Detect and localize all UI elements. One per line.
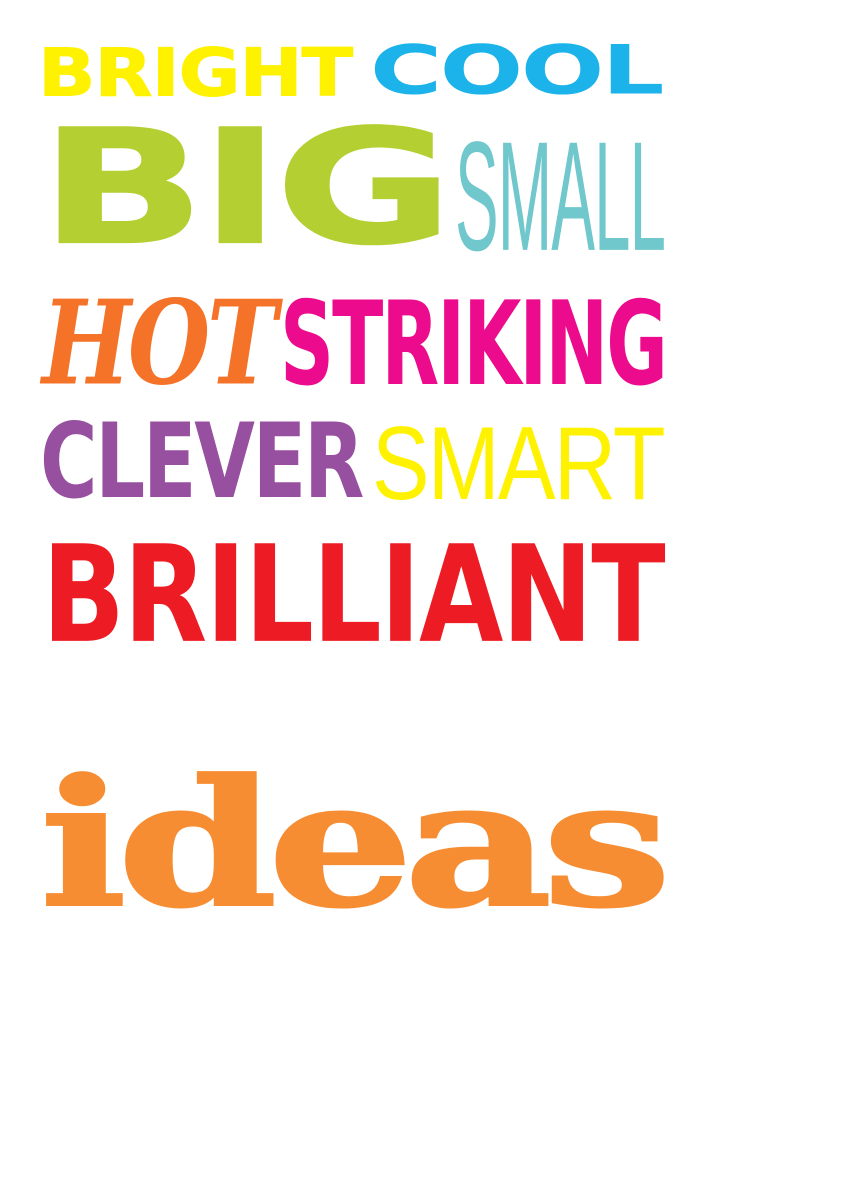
word-hot: HOT xyxy=(42,274,277,412)
word-smart: SMART xyxy=(372,405,666,523)
word-striking: STRIKING xyxy=(280,277,668,412)
word-clever: CLEVER xyxy=(40,401,364,522)
word-ideas: ideas xyxy=(38,741,673,947)
word-big: BIG xyxy=(39,96,455,281)
word-cool: COOL xyxy=(370,30,665,110)
word-small: SMALL xyxy=(455,108,666,284)
word-brilliant: BRILLIANT xyxy=(42,517,666,673)
word-bright: BRIGHT xyxy=(37,34,353,112)
